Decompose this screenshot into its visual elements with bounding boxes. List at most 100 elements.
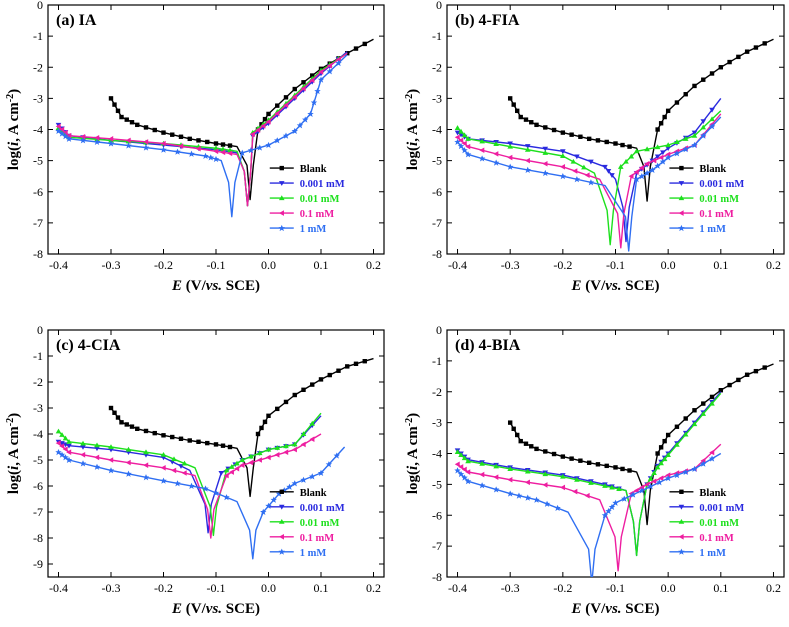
- data-point: [205, 440, 210, 446]
- data-point: [317, 76, 325, 83]
- data-point: [59, 126, 65, 133]
- data-point: [142, 144, 150, 151]
- data-point: [604, 139, 609, 145]
- data-point: [658, 475, 664, 481]
- data-point: [223, 472, 229, 479]
- data-point: [454, 130, 461, 136]
- data-point: [655, 127, 660, 132]
- data-point: [673, 150, 681, 157]
- data-point: [108, 405, 114, 411]
- data-point: [744, 372, 750, 377]
- data-point: [160, 477, 167, 484]
- data-point: [181, 460, 188, 466]
- legend-label: 0.01 mM: [699, 518, 739, 529]
- y-tick-label: -6: [33, 479, 43, 493]
- data-point: [327, 372, 332, 378]
- data-point: [249, 131, 255, 137]
- series-group: [55, 38, 374, 218]
- data-point: [683, 416, 688, 421]
- data-point: [255, 431, 261, 437]
- data-point: [266, 413, 271, 418]
- data-point: [674, 139, 680, 144]
- data-point: [701, 77, 706, 82]
- legend-marker: [678, 548, 685, 555]
- x-tick-label: -0.2: [553, 258, 572, 272]
- y-tick-label: -8: [432, 570, 442, 584]
- series-line: [457, 97, 722, 243]
- data-point: [660, 150, 666, 156]
- data-point: [602, 164, 608, 170]
- x-tick-label: -0.4: [448, 581, 467, 595]
- data-point: [506, 490, 514, 497]
- data-point: [507, 154, 513, 161]
- y-tick-label: -2: [432, 60, 442, 74]
- legend: Blank 0.001 mM 0.01 mM 0.1 mM 1 mM: [269, 488, 345, 559]
- data-point: [457, 142, 465, 150]
- data-point: [260, 123, 266, 129]
- data-point: [654, 464, 661, 470]
- data-point: [220, 142, 226, 147]
- data-point: [658, 154, 664, 161]
- data-point: [609, 484, 615, 490]
- data-point: [335, 59, 342, 67]
- data-point: [301, 80, 306, 85]
- series-markers: [507, 365, 767, 473]
- legend-marker: [278, 533, 284, 540]
- data-point: [112, 410, 117, 415]
- data-point: [107, 140, 115, 147]
- x-axis-title-E: E: [571, 601, 582, 617]
- y-tick-label: -8: [33, 531, 43, 545]
- legend-label: 0.01 mM: [300, 194, 340, 205]
- series-markers: [108, 41, 367, 148]
- data-point: [196, 138, 201, 143]
- legend-label: 0.001 mM: [300, 179, 345, 190]
- data-point: [542, 482, 548, 488]
- data-point: [143, 125, 149, 130]
- data-point: [709, 400, 715, 406]
- data-point: [700, 460, 707, 467]
- data-point: [174, 148, 181, 155]
- data-point: [94, 454, 100, 461]
- data-point: [664, 475, 672, 482]
- data-point: [511, 102, 516, 107]
- data-point: [651, 157, 657, 164]
- data-point: [228, 469, 234, 475]
- y-tick-label: -8: [432, 247, 442, 261]
- data-point: [115, 415, 121, 420]
- data-point: [93, 463, 101, 470]
- series-line: [509, 363, 774, 526]
- data-point: [318, 377, 324, 382]
- y-axis-title-i: i: [405, 465, 421, 470]
- data-point: [283, 95, 289, 100]
- y-tick-label: -7: [33, 216, 43, 230]
- series-markers: [108, 359, 367, 450]
- data-point: [353, 361, 359, 366]
- data-point: [160, 140, 166, 147]
- data-point: [613, 465, 618, 470]
- data-point: [762, 365, 767, 370]
- data-point: [543, 449, 548, 454]
- data-point: [581, 164, 587, 170]
- data-point: [658, 121, 664, 126]
- data-point: [454, 125, 461, 130]
- data-point: [586, 136, 592, 142]
- data-point: [256, 450, 263, 456]
- data-point: [523, 441, 529, 446]
- data-point: [62, 454, 69, 461]
- data-point: [282, 132, 290, 139]
- data-point: [115, 108, 121, 114]
- x-axis-title: E (V/vs. SCE): [571, 278, 660, 294]
- data-point: [464, 478, 472, 485]
- data-point: [283, 449, 289, 455]
- data-point: [492, 159, 500, 166]
- x-tick-label: 0.0: [661, 258, 676, 272]
- data-point: [578, 458, 583, 463]
- data-point: [464, 151, 472, 158]
- data-point: [683, 92, 688, 97]
- data-point: [543, 125, 548, 130]
- legend-marker: [278, 210, 284, 216]
- data-point: [633, 148, 640, 154]
- data-point: [479, 147, 485, 154]
- x-tick-label: 0.1: [713, 258, 728, 272]
- data-point: [171, 467, 177, 474]
